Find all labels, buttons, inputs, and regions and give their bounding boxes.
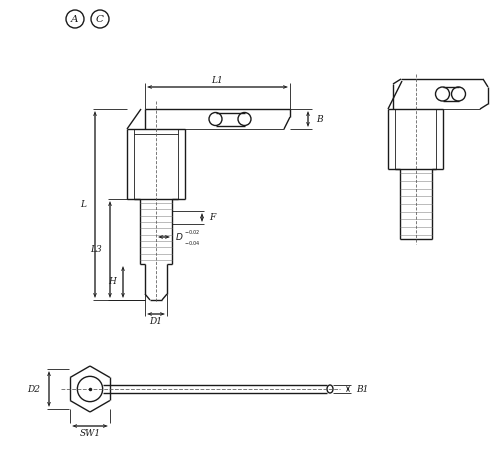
- Text: H: H: [108, 278, 116, 287]
- Text: B: B: [316, 114, 322, 123]
- Text: L3: L3: [90, 245, 102, 254]
- Text: D2: D2: [27, 385, 40, 393]
- Text: L: L: [80, 200, 86, 209]
- Text: L1: L1: [212, 76, 224, 84]
- Text: SW1: SW1: [80, 429, 100, 438]
- Text: B1: B1: [356, 385, 368, 393]
- Text: $D$: $D$: [175, 230, 184, 242]
- Text: $^{-0.02}$: $^{-0.02}$: [184, 229, 200, 235]
- Text: $_{-0.04}$: $_{-0.04}$: [184, 239, 201, 248]
- Text: D1: D1: [150, 318, 162, 326]
- Text: A: A: [72, 15, 79, 23]
- Text: C: C: [96, 15, 104, 23]
- Text: F: F: [209, 213, 215, 222]
